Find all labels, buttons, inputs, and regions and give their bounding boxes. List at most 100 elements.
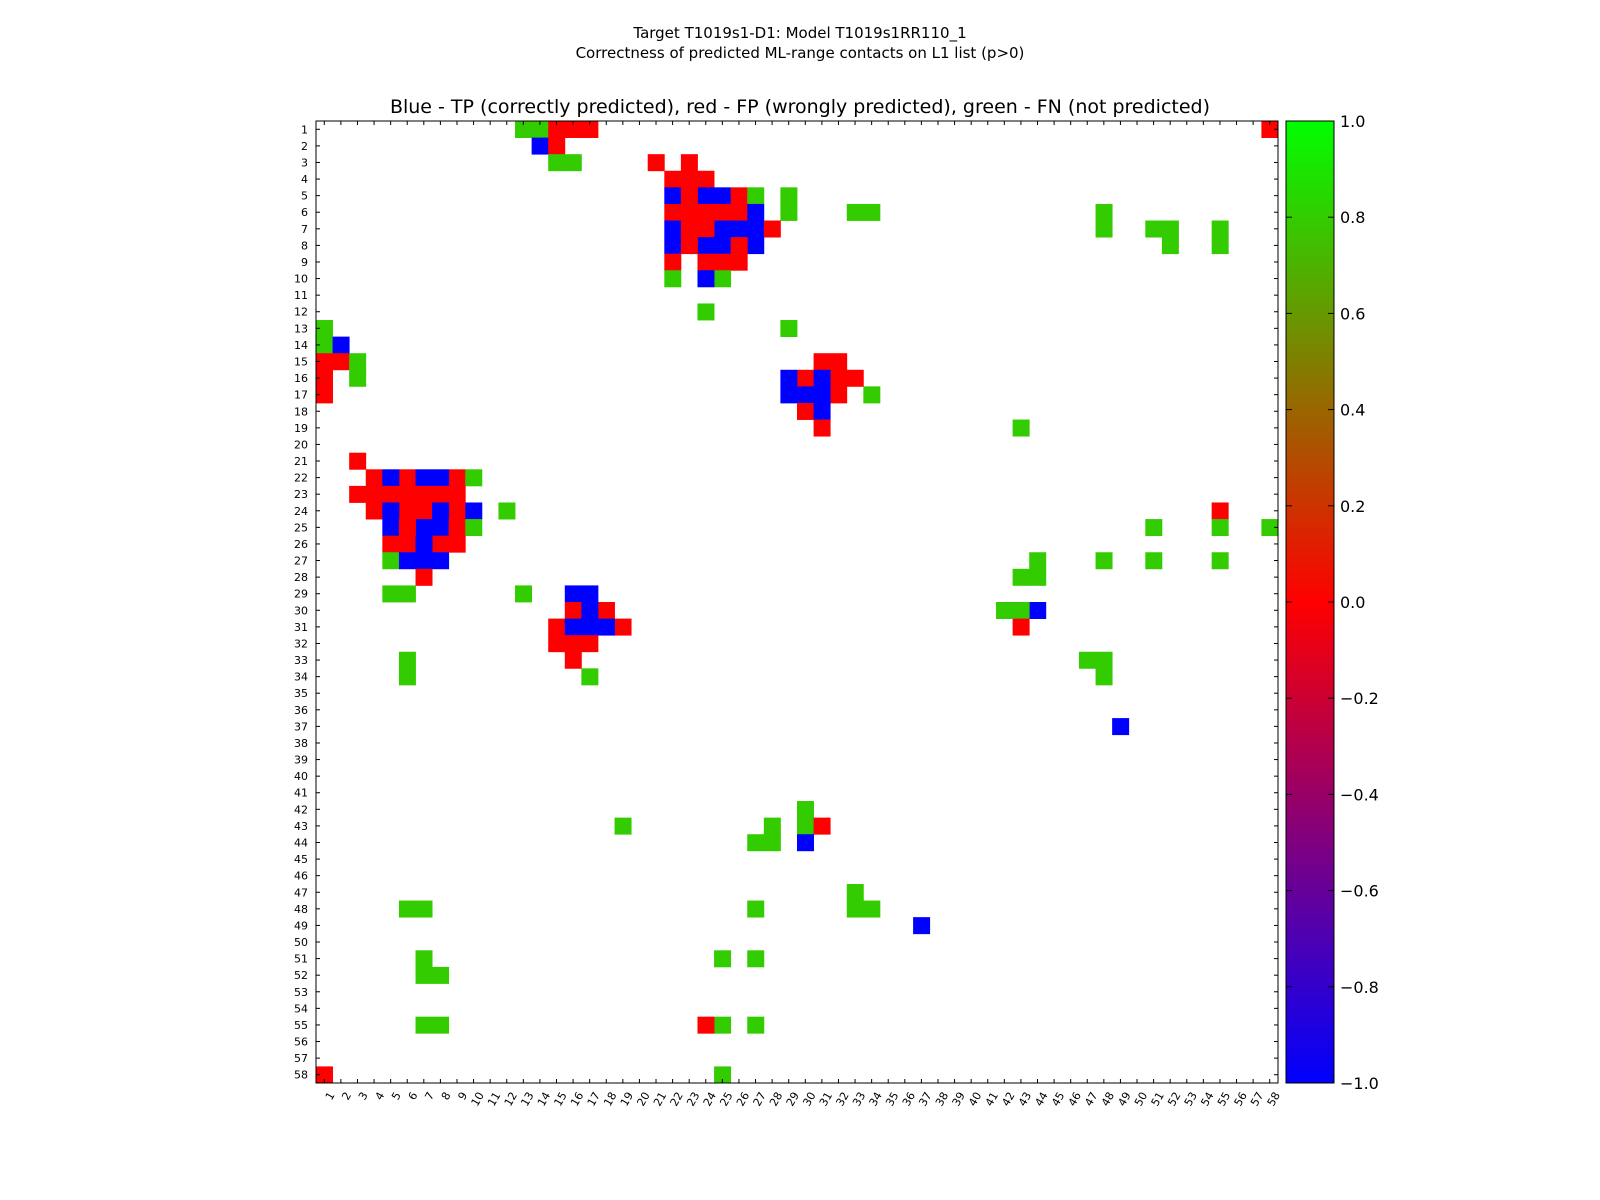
heatmap-cell-tp-22-8	[432, 469, 450, 487]
heatmap-cell-tp-30-44	[1029, 602, 1047, 619]
heatmap-cell-fp-9-26	[730, 253, 748, 271]
y-tick-label: 25	[294, 521, 308, 534]
heatmap-cell-fp-25-6	[398, 519, 416, 537]
y-tick-label: 49	[294, 919, 308, 932]
y-tick-label: 10	[294, 273, 308, 286]
heatmap-cell-fn-8-55	[1211, 237, 1229, 255]
x-tick-label: 54	[1198, 1090, 1216, 1109]
heatmap-cell-fp-4-24	[697, 170, 715, 188]
heatmap-cell-fn-48-33	[846, 900, 864, 918]
heatmap-cell-fn-43-19	[614, 817, 632, 835]
heatmap-cell-fn-1-13	[515, 121, 533, 138]
heatmap-cell-fn-6-34	[863, 203, 881, 221]
y-tick-label: 39	[294, 754, 308, 767]
heatmap-cell-tp-8-24	[697, 237, 715, 255]
heatmap-cell-fp-5-26	[730, 187, 748, 205]
y-tick-label: 36	[294, 704, 308, 717]
heatmap-cell-fp-24-7	[415, 502, 433, 520]
heatmap-cell-fn-10-22	[664, 270, 682, 288]
heatmap-cell-fn-29-13	[515, 585, 533, 603]
x-tick-label: 32	[833, 1090, 851, 1109]
heatmap-cell-fp-32-15	[548, 635, 566, 653]
x-tick-label: 47	[1082, 1090, 1100, 1109]
heatmap-cell-tp-7-26	[730, 220, 748, 238]
x-tick-label: 41	[983, 1090, 1001, 1109]
x-tick-label: 42	[999, 1090, 1017, 1109]
x-tick-label: 22	[668, 1090, 686, 1109]
colorbar-tick-label: 0.0	[1340, 593, 1365, 612]
y-tick-label: 24	[294, 505, 308, 518]
y-tick-label: 17	[294, 389, 308, 402]
x-tick-label: 31	[817, 1090, 835, 1109]
y-tick-label: 22	[294, 472, 308, 485]
heatmap-cell-tp-7-27	[747, 220, 765, 238]
x-tick-label: 2	[339, 1090, 354, 1103]
heatmap-cell-tp-7-22	[664, 220, 682, 238]
x-tick-label: 19	[618, 1090, 636, 1109]
x-tick-label: 48	[1099, 1090, 1117, 1109]
heatmap-cell-fp-8-26	[730, 237, 748, 255]
heatmap-cell-tp-27-7	[415, 552, 433, 570]
x-tick-label: 3	[356, 1090, 371, 1103]
heatmap-cell-fn-42-30	[797, 801, 814, 819]
heatmap-cell-fp-31-15	[548, 618, 566, 636]
y-tick-label: 52	[294, 969, 308, 982]
heatmap-cell-fp-15-31	[813, 353, 831, 371]
y-tick-label: 21	[294, 455, 308, 468]
heatmap-cell-tp-17-29	[780, 386, 798, 404]
y-tick-label: 53	[294, 986, 308, 999]
heatmap-cell-fn-55-8	[432, 1016, 450, 1034]
x-tick-label: 46	[1066, 1090, 1084, 1109]
heatmap-cell-fn-6-33	[846, 203, 864, 221]
heatmap-cell-fp-16-32	[830, 369, 848, 387]
heatmap-cell-tp-29-16	[564, 585, 582, 603]
heatmap-cell-fp-24-9	[448, 502, 466, 520]
x-tick-label: 30	[800, 1090, 818, 1109]
heatmap-cell-fn-6-48	[1095, 203, 1113, 221]
heatmap-cell-fp-55-24	[697, 1016, 715, 1034]
heatmap-cell-tp-31-16	[564, 618, 582, 636]
heatmap-cell-fn-47-33	[846, 883, 864, 901]
y-tick-label: 35	[294, 687, 308, 700]
heatmap-cell-fp-6-23	[680, 203, 698, 221]
heatmap-cell-fn-44-27	[747, 834, 765, 852]
heatmap-cell-fn-28-44	[1029, 568, 1047, 586]
colorbar-tick-label: −0.2	[1340, 689, 1379, 708]
heatmap-cell-fn-48-27	[747, 900, 765, 918]
x-tick-label: 49	[1115, 1090, 1133, 1109]
heatmap-cell-fn-3-16	[564, 154, 582, 172]
x-axis-ticks: 1 2 3 4 5 6 7 8 91011121314151617181920212223242…	[323, 121, 1283, 1108]
heatmap-cell-fp-9-22	[664, 253, 682, 271]
heatmap-cell-tp-25-5	[382, 519, 400, 537]
heatmap-cell-fn-30-42	[996, 602, 1014, 619]
x-tick-label: 25	[717, 1090, 735, 1109]
heatmap-cell-fp-7-23	[680, 220, 698, 238]
x-tick-label: 27	[751, 1090, 769, 1109]
heatmap-cell-fn-51-27	[747, 950, 765, 968]
colorbar-tick-label: 0.8	[1340, 208, 1365, 227]
heatmap-cell-fn-7-52	[1161, 220, 1179, 238]
heatmap-cell-fn-55-7	[415, 1016, 433, 1034]
heatmap-cell-tp-25-7	[415, 519, 433, 537]
x-tick-label: 53	[1182, 1090, 1200, 1109]
heatmap-cell-tp-25-8	[432, 519, 450, 537]
y-tick-label: 3	[301, 156, 308, 169]
heatmap-cell-fp-16-30	[797, 369, 814, 387]
x-tick-label: 10	[469, 1090, 487, 1109]
heatmap-cell-fp-23-7	[415, 485, 433, 503]
heatmap-cell-fn-27-55	[1211, 552, 1229, 570]
heatmap-cell-fp-3-21	[647, 154, 665, 172]
heatmap-cell-fp-28-7	[415, 568, 433, 586]
y-tick-label: 45	[294, 853, 308, 866]
y-tick-label: 47	[294, 886, 308, 899]
x-tick-label: 4	[373, 1090, 388, 1103]
heatmap-cell-fn-5-29	[780, 187, 798, 205]
y-tick-label: 54	[294, 1002, 308, 1015]
y-tick-label: 51	[294, 953, 308, 966]
heatmap-cell-tp-10-24	[697, 270, 715, 288]
heatmap-cell-fn-29-5	[382, 585, 400, 603]
heatmap-cell-fn-3-15	[548, 154, 566, 172]
heatmap-cell-fp-31-19	[614, 618, 632, 636]
x-tick-label: 56	[1232, 1090, 1250, 1109]
